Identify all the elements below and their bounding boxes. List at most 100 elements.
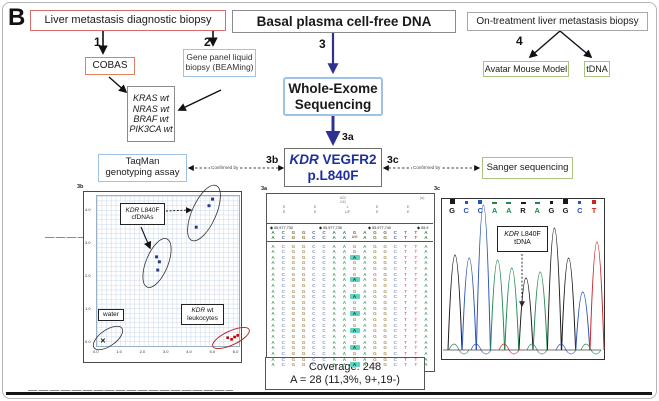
- base-cell: G: [383, 300, 387, 305]
- base-cell: C: [393, 249, 397, 255]
- cluster-ellipse-leukocytes: [212, 326, 250, 350]
- base-cell: A: [271, 235, 275, 240]
- quality-marker: [592, 200, 596, 204]
- base-cell: C: [322, 254, 326, 260]
- base-cell: G: [373, 333, 377, 339]
- base-cell: T: [414, 277, 418, 283]
- base-cell: A: [332, 311, 336, 317]
- base-cell: G: [352, 305, 357, 311]
- base-cell: T: [404, 333, 407, 339]
- base-cell: T: [414, 305, 418, 311]
- base-cell: A: [332, 260, 336, 266]
- base-cell: A: [271, 328, 275, 334]
- base-cell: C: [322, 271, 326, 277]
- base-cell: T: [414, 249, 418, 255]
- baseline-noise: [526, 343, 548, 355]
- chromatogram-frame: [441, 198, 605, 360]
- base-cell: A: [332, 277, 336, 283]
- data-point: [226, 336, 229, 339]
- base-cell: A: [363, 266, 367, 272]
- panel-tag-3c: 3c: [434, 186, 441, 192]
- coverage-line2: A = 28 (11,3%, 9+,19-): [290, 373, 400, 386]
- position-label: ◆ 55,977,735: [319, 225, 342, 230]
- base-cell: T: [404, 229, 407, 235]
- base-cell: C: [312, 311, 316, 317]
- base-cell: C: [322, 229, 326, 235]
- base-cell: A: [424, 235, 428, 240]
- base-cell: A: [332, 362, 336, 368]
- base-cell: T: [414, 300, 418, 305]
- base-cell: T: [414, 322, 418, 328]
- base-cell: A: [363, 288, 367, 294]
- base-cell: A: [342, 229, 347, 235]
- base-cell: A: [342, 243, 347, 249]
- base-cell: A: [363, 362, 367, 368]
- base-cell: G: [301, 339, 306, 345]
- base-cell: G: [373, 356, 377, 362]
- base-cell: G: [291, 328, 296, 334]
- base-cell: A: [363, 322, 367, 328]
- base-cell: C: [312, 356, 316, 362]
- base-cell: T: [404, 322, 407, 328]
- base-cell: G: [291, 339, 296, 345]
- base-cell: A: [424, 362, 428, 368]
- base-cell: T: [404, 243, 407, 249]
- chromatogram-peak: [504, 267, 520, 351]
- base-cell: C: [322, 345, 326, 351]
- base-cell: T: [414, 254, 418, 260]
- base-cell: A: [363, 345, 367, 351]
- base-cell: G: [383, 362, 387, 368]
- base-cell: G: [383, 277, 387, 283]
- leukocytes-label: KDR wt leukocytes: [181, 304, 224, 325]
- base-cell: C: [393, 243, 397, 249]
- base-cell: C: [281, 356, 285, 362]
- data-point: [230, 338, 233, 341]
- base-cell: C: [312, 339, 316, 345]
- base-cell: G: [291, 333, 296, 339]
- base-cell: C: [312, 350, 316, 356]
- base-cell: A: [271, 266, 275, 272]
- base-cell: A: [342, 277, 347, 283]
- base-cell: A: [332, 339, 336, 345]
- quality-marker: [492, 202, 498, 204]
- base-cell: A: [424, 249, 428, 255]
- base-cell: A: [342, 339, 347, 345]
- base-cell: T: [404, 362, 407, 368]
- base-cell: C: [281, 229, 285, 235]
- base-cell: G: [383, 254, 387, 260]
- base-cell: A: [363, 283, 367, 289]
- base-cell: C: [322, 294, 326, 300]
- sanger-label: Sanger sequencing: [486, 161, 569, 173]
- base-cell: A: [332, 294, 336, 300]
- wt-gene-label: BRAF wt: [133, 114, 169, 124]
- base-cell: T: [404, 311, 407, 317]
- base-cell: C: [322, 333, 326, 339]
- base-call-letter: G: [449, 206, 455, 215]
- base-cell: A: [342, 362, 347, 368]
- base-cell: C: [393, 322, 397, 328]
- base-cell: A: [363, 229, 367, 235]
- base-cell: G: [301, 362, 306, 368]
- base-call-letter: C: [463, 206, 469, 215]
- base-cell: C: [312, 305, 316, 311]
- base-cell: G: [383, 345, 387, 351]
- base-cell: A: [332, 345, 336, 351]
- base-cell: A: [332, 254, 336, 260]
- base-cell: C: [281, 271, 285, 277]
- base-cell: A: [271, 311, 275, 317]
- base-cell: G: [301, 288, 306, 294]
- base-cell: G: [352, 350, 357, 356]
- base-cell: A: [342, 345, 347, 351]
- base-cell: G: [352, 322, 357, 328]
- cfdna-cluster-label: KDR L840F cfDNAs: [120, 203, 165, 225]
- baseline-noise: [498, 343, 520, 355]
- base-cell: G: [373, 328, 377, 334]
- chromatogram-peak: [575, 291, 591, 351]
- base-cell: C: [393, 283, 397, 289]
- base-cell: C: [393, 305, 397, 311]
